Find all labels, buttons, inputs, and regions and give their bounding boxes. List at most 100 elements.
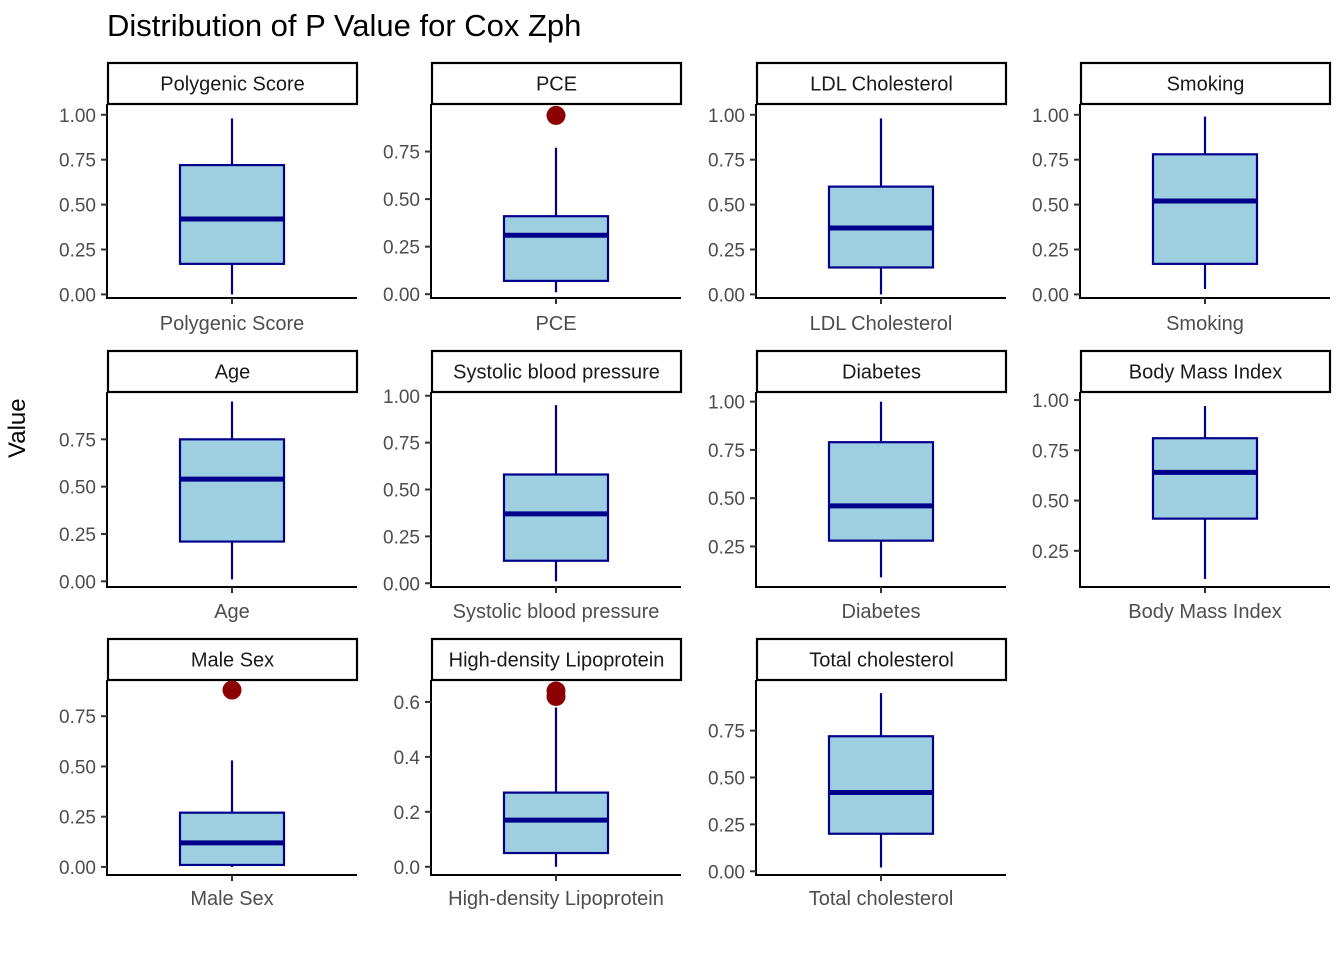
facet-strip-label: LDL Cholesterol	[810, 74, 953, 96]
y-tick-label: 0.2	[394, 803, 420, 824]
y-tick-label: 0.50	[708, 489, 745, 510]
facet-panel: Total cholesterol 0.00 0.25 0.50 0.75 Total c…	[708, 637, 1008, 910]
y-tick-label: 0.50	[383, 481, 420, 502]
facet-strip	[755, 349, 1008, 394]
facet-panel: Male Sex 0.00 0.25 0.50 0.75 Male Sex	[59, 637, 359, 910]
y-tick-label: 0.25	[708, 537, 745, 558]
y-tick-label: 0.25	[59, 808, 96, 829]
y-tick-label: 1.00	[59, 106, 96, 127]
y-tick-label: 0.00	[708, 285, 745, 306]
facet-strip-label: Total cholesterol	[809, 650, 954, 672]
facet-strip	[106, 61, 359, 106]
y-tick-label: 0.50	[383, 190, 420, 211]
y-tick-label: 0.50	[1032, 196, 1069, 217]
y-tick-label: 0.75	[59, 151, 96, 172]
box	[502, 473, 610, 562]
facet-strip-label: Systolic blood pressure	[453, 362, 660, 384]
y-tick-label: 0.50	[59, 478, 96, 499]
y-tick-label: 1.00	[708, 393, 745, 414]
y-tick-label: 0.75	[1032, 151, 1069, 172]
x-tick-label: LDL Cholesterol	[810, 313, 953, 335]
x-tick-label: Polygenic Score	[160, 313, 305, 335]
facet-strip	[430, 349, 683, 394]
x-tick-label: Age	[214, 601, 250, 623]
facet-strip-label: Male Sex	[191, 650, 274, 672]
y-tick-label: 0.25	[383, 527, 420, 548]
facet-panel: Smoking 0.00 0.25 0.50 0.75 1.00 Smoking	[1032, 61, 1332, 335]
box	[1151, 437, 1259, 520]
facet-panel: PCE 0.00 0.25 0.50 0.75 PCE	[383, 61, 683, 335]
facet-strip	[1079, 61, 1332, 106]
y-tick-label: 0.00	[1032, 285, 1069, 306]
y-tick-label: 1.00	[708, 106, 745, 127]
facet-panel: LDL Cholesterol 0.00 0.25 0.50 0.75 1.00 LDL C…	[708, 61, 1008, 335]
y-tick-label: 0.4	[394, 748, 421, 769]
facet-strip-label: Body Mass Index	[1129, 362, 1282, 384]
x-tick-label: Total cholesterol	[809, 888, 954, 910]
facet-panel: Systolic blood pressure 0.00 0.25 0.50 0.75 1…	[383, 349, 683, 623]
facet-panel: Body Mass Index 0.25 0.50 0.75 1.00 Body Mass…	[1032, 349, 1332, 623]
y-tick-label: 0.00	[383, 285, 420, 306]
y-tick-label: 0.75	[59, 707, 96, 728]
box	[178, 438, 286, 543]
facet-panel: Age 0.00 0.25 0.50 0.75 Age	[59, 349, 359, 623]
y-tick-label: 0.00	[59, 572, 96, 593]
outlier-point	[222, 680, 242, 700]
x-tick-label: High-density Lipoprotein	[448, 888, 664, 910]
y-tick-label: 0.25	[59, 525, 96, 546]
y-tick-label: 0.50	[1032, 492, 1069, 513]
facet-strip	[106, 637, 359, 682]
y-tick-label: 0.00	[59, 285, 96, 306]
y-tick-label: 0.75	[1032, 441, 1069, 462]
y-tick-label: 0.50	[59, 757, 96, 778]
x-tick-label: Body Mass Index	[1128, 601, 1281, 623]
outlier-point	[546, 105, 566, 125]
x-tick-label: Smoking	[1166, 313, 1244, 335]
y-tick-label: 0.25	[1032, 542, 1069, 563]
x-tick-label: Diabetes	[842, 601, 921, 623]
y-tick-label: 0.25	[708, 241, 745, 262]
box	[1151, 153, 1259, 265]
box	[178, 163, 286, 265]
facet-panel: High-density Lipoprotein 0.0 0.2 0.4 0.6 High…	[394, 637, 683, 910]
box	[827, 735, 935, 835]
facet-strip	[430, 637, 683, 682]
facet-strip	[430, 61, 683, 106]
box	[827, 441, 935, 542]
facet-strip	[755, 61, 1008, 106]
x-tick-label: PCE	[535, 313, 576, 335]
y-tick-label: 0.25	[59, 241, 96, 262]
facet-strip-label: Diabetes	[842, 362, 921, 384]
y-tick-label: 0.50	[708, 769, 745, 790]
y-tick-label: 0.75	[708, 151, 745, 172]
facet-panel: Polygenic Score 0.00 0.25 0.50 0.75 1.00 Polyg…	[59, 61, 359, 335]
facet-panel: Diabetes 0.25 0.50 0.75 1.00 Diabetes	[708, 349, 1008, 623]
y-tick-label: 0.75	[708, 722, 745, 743]
y-tick-label: 1.00	[1032, 391, 1069, 412]
y-tick-label: 0.00	[708, 862, 745, 883]
y-tick-label: 0.25	[1032, 241, 1069, 262]
box	[502, 791, 610, 855]
facet-strip	[106, 349, 359, 394]
facet-strip-label: Age	[215, 362, 251, 384]
facet-strip-label: Polygenic Score	[160, 74, 305, 96]
x-tick-label: Systolic blood pressure	[453, 601, 660, 623]
facet-strip-label: High-density Lipoprotein	[449, 650, 665, 672]
y-tick-label: 0.00	[383, 574, 420, 595]
y-tick-label: 0.25	[383, 238, 420, 259]
facet-strip-label: PCE	[536, 74, 577, 96]
y-tick-label: 0.6	[394, 693, 420, 714]
y-tick-label: 0.0	[394, 858, 420, 879]
x-tick-label: Male Sex	[190, 888, 273, 910]
y-tick-label: 0.75	[708, 441, 745, 462]
chart-title: Distribution of P Value for Cox Zph	[107, 8, 582, 43]
y-tick-label: 1.00	[383, 387, 420, 408]
y-tick-label: 0.00	[59, 858, 96, 879]
facet-strip	[1079, 349, 1332, 394]
y-tick-label: 0.75	[383, 434, 420, 455]
box	[502, 215, 610, 282]
y-tick-label: 0.50	[59, 196, 96, 217]
y-tick-label: 0.50	[708, 196, 745, 217]
facet-strip-label: Smoking	[1167, 74, 1245, 96]
